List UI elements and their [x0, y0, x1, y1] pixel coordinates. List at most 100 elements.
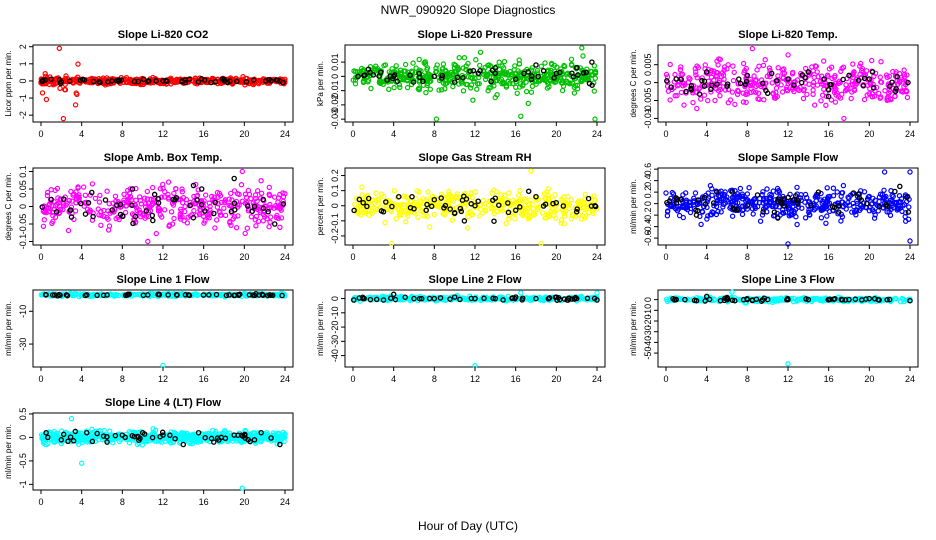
- reference-point: [439, 72, 446, 79]
- data-point: [584, 66, 590, 72]
- data-point: [800, 95, 807, 102]
- data-point: [194, 212, 200, 218]
- reference-point: [179, 78, 185, 85]
- data-point: [202, 192, 209, 198]
- reference-point: [280, 201, 287, 207]
- y-axis-label: degrees C per min.: [629, 49, 638, 117]
- outlier-point: [907, 169, 913, 175]
- reference-point: [439, 75, 445, 81]
- data-point: [153, 230, 159, 237]
- x-axis: 0 4 8 12 16 20 24: [663, 367, 915, 384]
- data-point: [705, 97, 711, 104]
- reference-point: [742, 81, 749, 88]
- reference-point: [678, 76, 684, 83]
- reference-point: [840, 76, 846, 83]
- reference-point: [666, 198, 673, 204]
- data-point: [422, 59, 428, 65]
- data-point: [171, 215, 177, 222]
- y-axis-label: degrees C per min.: [4, 172, 13, 240]
- data-point: [73, 195, 80, 201]
- data-point: [230, 216, 236, 222]
- data-point: [514, 90, 520, 97]
- data-point: [227, 202, 234, 209]
- data-point: [278, 215, 285, 221]
- data-point: [133, 185, 139, 192]
- data-point: [779, 89, 786, 95]
- reference-point: [117, 211, 124, 218]
- outlier-point: [592, 116, 598, 122]
- reference-point: [699, 77, 705, 84]
- reference-point: [492, 70, 498, 76]
- data-point: [161, 207, 168, 213]
- reference-point: [90, 213, 96, 220]
- reference-point: [150, 217, 156, 224]
- data-point: [690, 99, 696, 106]
- data-point: [277, 191, 283, 198]
- data-point: [404, 84, 411, 91]
- data-points: [351, 168, 600, 247]
- reference-point: [198, 201, 205, 208]
- x-tick-label: 8: [745, 374, 750, 384]
- reference-point: [208, 79, 214, 86]
- reference-point: [274, 77, 281, 83]
- data-point: [463, 81, 469, 88]
- data-point: [796, 87, 802, 94]
- data-point: [248, 213, 255, 220]
- data-point: [360, 66, 367, 73]
- data-point: [743, 65, 750, 72]
- data-point: [881, 187, 887, 193]
- data-point: [444, 80, 450, 86]
- data-point: [877, 74, 884, 80]
- reference-point: [454, 74, 461, 80]
- data-point: [708, 89, 714, 95]
- reference-point: [869, 69, 876, 75]
- reference-point: [724, 81, 731, 87]
- data-point: [456, 55, 462, 61]
- x-tick-label: 12: [158, 252, 168, 262]
- data-point: [382, 62, 389, 68]
- data-point: [106, 223, 113, 229]
- reference-point: [82, 211, 89, 217]
- x-tick-label: 4: [391, 374, 396, 384]
- reference-point: [180, 441, 187, 448]
- reference-point: [529, 73, 535, 79]
- outlier-point: [841, 115, 847, 122]
- data-point: [810, 68, 816, 74]
- data-point: [397, 84, 403, 91]
- y-tick-label: 0: [18, 78, 28, 83]
- data-point: [57, 206, 64, 212]
- x-tick-label: 8: [432, 252, 437, 262]
- data-point: [177, 211, 183, 217]
- data-point: [814, 82, 821, 88]
- data-point: [83, 200, 89, 206]
- reference-point: [114, 78, 120, 84]
- y-axis-label: kPa per min.: [316, 61, 325, 106]
- data-point: [427, 78, 434, 84]
- data-point: [513, 84, 519, 91]
- data-point: [116, 216, 122, 223]
- data-point: [754, 67, 760, 73]
- reference-point: [760, 209, 766, 215]
- reference-point: [683, 88, 689, 95]
- data-point: [243, 194, 250, 201]
- data-point: [75, 184, 81, 190]
- data-point: [485, 87, 491, 94]
- reference-point: [244, 203, 251, 209]
- outlier-point: [907, 238, 913, 244]
- data-point: [732, 101, 738, 108]
- reference-point: [85, 199, 92, 206]
- reference-point: [573, 65, 580, 71]
- y-axis-label: ml/min per min.: [629, 301, 638, 356]
- data-point: [546, 83, 552, 90]
- y-axis-label: ml/min per min.: [316, 301, 325, 356]
- y-axis: -0.6-0.4-0.200.20.40.6: [643, 163, 658, 246]
- reference-point: [66, 78, 73, 84]
- data-point: [692, 65, 699, 72]
- reference-point: [701, 78, 708, 84]
- y-tick-label: -0.005: [643, 88, 653, 114]
- x-tick-label: 4: [704, 129, 709, 139]
- data-point: [488, 84, 494, 90]
- data-point: [244, 225, 250, 231]
- data-point: [253, 213, 260, 220]
